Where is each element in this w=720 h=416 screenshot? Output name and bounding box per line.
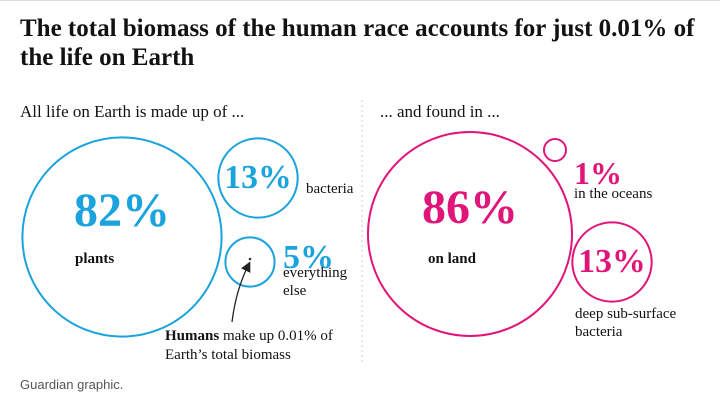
humans-dot	[248, 257, 252, 261]
bubble	[366, 130, 574, 338]
annotation: Humans make up 0.01% of Earth’s total bi…	[165, 327, 355, 365]
annotation-bold: Humans	[165, 328, 220, 344]
value-label: 86%	[422, 181, 518, 234]
source: Guardian graphic.	[20, 377, 124, 392]
value-label: 13%	[578, 243, 646, 281]
bubble	[543, 138, 567, 162]
subtitle: All life on Earth is made up of ...	[20, 102, 245, 121]
bubble	[217, 137, 299, 219]
bubble	[21, 136, 223, 338]
category-label: deep sub-surface bacteria	[575, 306, 677, 340]
category-label: bacteria	[306, 181, 354, 197]
title: The total biomass of the human race acco…	[20, 15, 695, 71]
value-label: 13%	[224, 159, 292, 197]
category-label: plants	[75, 251, 115, 267]
value-label: 5%	[283, 239, 334, 276]
value-label: 1%	[574, 155, 622, 191]
subtitle: ... and found in ...	[380, 102, 500, 121]
bubble	[571, 221, 653, 303]
top-rule	[0, 0, 720, 1]
category-label: on land	[428, 251, 476, 267]
bubble	[224, 236, 276, 288]
value-label: 82%	[74, 184, 170, 237]
category-label: in the oceans	[574, 186, 653, 202]
arrow	[231, 261, 251, 323]
annotation-text: make up 0.01% of Earth’s total biomass	[165, 328, 333, 363]
category-label: everything else	[283, 265, 348, 299]
